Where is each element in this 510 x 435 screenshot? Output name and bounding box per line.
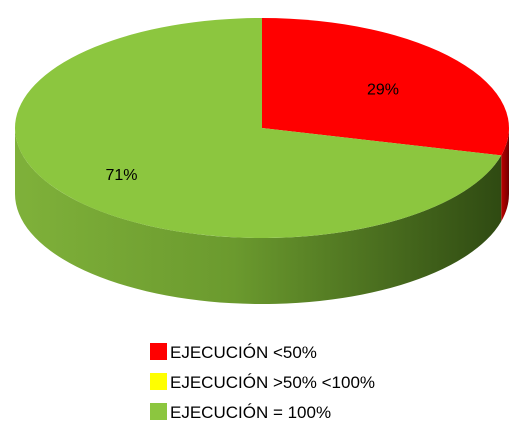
legend-label: EJECUCIÓN <50%	[170, 343, 317, 362]
legend-entry-ejecucion-50-100: EJECUCIÓN >50% <100%	[150, 373, 375, 392]
legend-label: EJECUCIÓN = 100%	[170, 403, 331, 422]
pie-side-group	[15, 128, 509, 304]
pie-slice-side-ejecucion-50	[501, 128, 509, 222]
pie-slice-ejecucion-100	[14, 18, 502, 238]
data-label-ejecucion-50: 29%	[367, 81, 399, 98]
legend-entry-ejecucion-50: EJECUCIÓN <50%	[150, 343, 317, 362]
pie-top-group	[14, 18, 509, 238]
pie-slice-side-ejecucion-100	[15, 128, 502, 304]
data-label-ejecucion-100: 71%	[105, 167, 137, 184]
pie-slice-ejecucion-50	[262, 18, 509, 156]
legend-label: EJECUCIÓN >50% <100%	[170, 373, 375, 392]
legend-entry-ejecucion-100: EJECUCIÓN = 100%	[150, 403, 331, 422]
legend-swatch	[150, 403, 167, 420]
legend: EJECUCIÓN <50% EJECUCIÓN >50% <100% EJECUC…	[150, 343, 375, 422]
pie-labels-group: 29% 71%	[105, 81, 399, 184]
legend-swatch	[150, 343, 167, 360]
legend-swatch	[150, 373, 167, 390]
